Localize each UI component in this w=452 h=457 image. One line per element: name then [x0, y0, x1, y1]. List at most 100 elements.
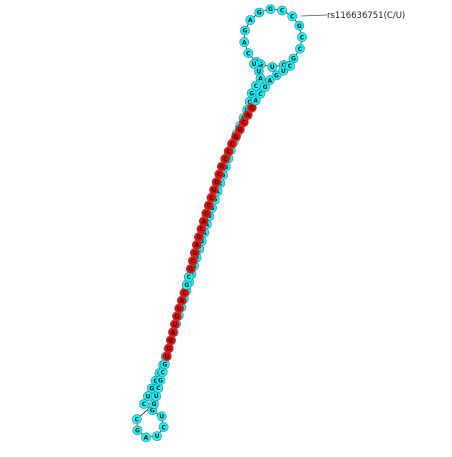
stem-strand-b-base: G: [155, 375, 166, 386]
nucleotide-letter: C: [298, 46, 303, 53]
stem-strand-b-base: C: [187, 255, 198, 266]
nucleotide-letter: U: [155, 433, 160, 440]
nucleotide-letter: G: [158, 377, 163, 384]
nucleotide-letter: G: [243, 28, 248, 35]
nucleotide-letter: A: [144, 435, 149, 442]
stem-strand-b-base: U: [161, 351, 172, 362]
stem-strand-b-base: G: [159, 359, 170, 370]
nucleotide-circle: [250, 95, 261, 106]
nucleotide-letter: C: [254, 83, 259, 90]
stem-strand-a-base: A: [255, 73, 266, 84]
nucleotide-letter: G: [150, 407, 155, 414]
nucleotide-letter: G: [204, 211, 209, 218]
nucleotide-circle: [249, 59, 259, 69]
terminal-loop-base: C: [131, 414, 142, 425]
nucleotide-circle: [294, 20, 305, 31]
nucleotide-letter: G: [196, 234, 201, 241]
nucleotide-letter: C: [197, 246, 202, 253]
top-loop-base: A: [245, 15, 256, 25]
stem-strand-b-base: U: [169, 319, 180, 330]
stem-strand-b-base: C: [179, 287, 190, 298]
nucleotide-letter: A: [258, 76, 263, 83]
nucleotide-letter: U: [270, 64, 275, 71]
nucleotide-circle: [254, 7, 265, 18]
nucleotide-circle: [285, 61, 295, 71]
nucleotide-letter: U: [145, 393, 150, 400]
stem-strand-b-base: C: [238, 117, 249, 128]
stem-strand-b-base: G: [163, 343, 174, 354]
stem-strand-b-base: U: [189, 247, 200, 258]
nucleotide-letter: C: [258, 91, 263, 98]
nucleotide-letter: A: [248, 17, 253, 24]
nucleotide-letter: A: [242, 39, 247, 46]
top-loop-base: G: [254, 7, 265, 18]
top-loop-base: C: [287, 11, 298, 22]
nucleotide-circle: [141, 432, 151, 443]
nucleotide-letter: C: [230, 141, 235, 148]
nucleotide-letter: G: [268, 6, 273, 13]
nucleotide-letter: A: [201, 218, 206, 225]
nucleotide-circle: [239, 37, 250, 48]
nucleotide-letter: C: [135, 416, 140, 423]
stem-strand-b-base: U: [174, 303, 185, 314]
stem-strand-b-base: A: [264, 75, 275, 86]
stem-strand-b-base: C: [223, 146, 234, 157]
nucleotide-circle: [243, 48, 254, 59]
nucleotide-letter: C: [161, 424, 166, 431]
top-loop-base: G: [294, 20, 305, 31]
nucleotide-letter: A: [202, 230, 207, 237]
nucleotide-circle: [278, 65, 289, 76]
terminal-loop-base: A: [141, 432, 151, 443]
top-loop-base: C: [243, 48, 254, 59]
nucleotide-letter: C: [246, 50, 251, 57]
nucleotide-letter: U: [212, 187, 217, 194]
stem-strand-b-base: A: [250, 95, 261, 106]
nucleotide-letter: A: [194, 242, 199, 249]
nucleotide-letter: G: [174, 313, 179, 320]
nucleotide-circle: [156, 411, 167, 422]
nucleotide-letter: G: [297, 23, 302, 30]
nucleotide-letter: G: [219, 164, 224, 171]
terminal-loop-base: C: [158, 422, 169, 433]
nucleotide-circle: [158, 422, 169, 433]
nucleotide-circle: [297, 32, 307, 43]
nucleotide-letter: G: [249, 90, 254, 97]
nucleotide-circle: [271, 70, 282, 81]
nucleotide-letter: G: [214, 179, 219, 186]
top-loop-base: C: [277, 5, 287, 16]
stem-strand-b-base: G: [271, 70, 282, 81]
nucleotide-circle: [255, 88, 266, 99]
stem-strand-b-base: G: [260, 82, 270, 92]
nucleotide-letter: U: [154, 393, 159, 400]
nucleotide-letter: C: [182, 290, 187, 297]
nucleotide-letter: G: [166, 345, 171, 352]
nucleotide-letter: G: [149, 386, 154, 393]
nucleotide-circle: [264, 75, 275, 86]
nucleotide-circle: [240, 25, 250, 36]
nucleotide-letter: G: [162, 361, 167, 368]
nucleotide-letter: C: [242, 119, 247, 126]
nucleotide-letter: C: [199, 226, 204, 233]
nucleotide-letter: A: [253, 98, 258, 105]
stem-strand-b-base: A: [167, 327, 178, 338]
top-loop-base: G: [265, 4, 276, 15]
nucleotide-letter: A: [267, 77, 272, 84]
nucleotide-letter: C: [288, 63, 293, 70]
top-loop-base: G: [240, 25, 250, 36]
nucleotide-letter: U: [252, 61, 257, 68]
nucleotide-circle: [131, 414, 142, 425]
nucleotide-circle: [132, 425, 143, 436]
nucleotide-letter: G: [188, 266, 193, 273]
nucleotide-letter: C: [223, 156, 228, 163]
stem-strand-b-base: C: [255, 88, 266, 99]
nucleotide-letter: G: [291, 56, 296, 63]
nucleotide-letter: U: [164, 353, 169, 360]
nucleotide-letter: U: [159, 413, 164, 420]
nucleotide-circle: [287, 11, 298, 22]
nucleotide-letter: G: [184, 282, 189, 289]
stem-strand-b-base: G: [185, 263, 196, 274]
nucleotide-letter: G: [234, 134, 239, 141]
nucleotide-letter: C: [207, 203, 212, 210]
nucleotide-letter: A: [171, 329, 176, 336]
